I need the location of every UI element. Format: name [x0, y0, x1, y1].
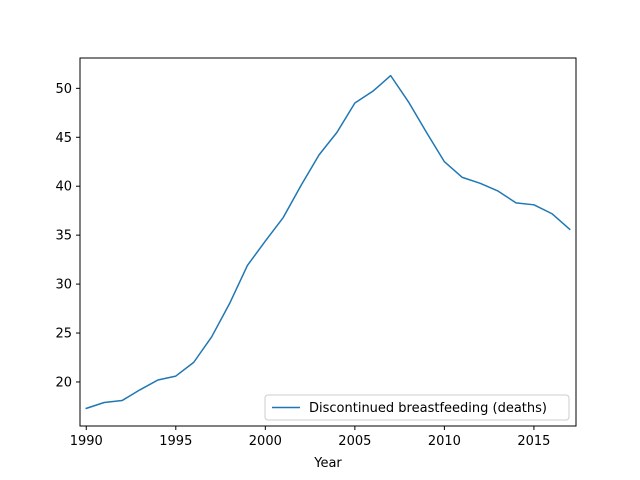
- series-line-0: [85, 74, 571, 410]
- y-tick-label: 50: [55, 82, 72, 97]
- legend-box: [264, 394, 570, 421]
- x-tick-label: 1990: [70, 434, 103, 449]
- x-axis: 1990 1995 2000 2005 2010 2015: [70, 426, 550, 449]
- y-tick-label: 35: [55, 229, 72, 244]
- x-axis-label: Year: [313, 456, 342, 471]
- y-tick-label: 40: [55, 180, 72, 195]
- legend: Discontinued breastfeeding (deaths): [264, 394, 570, 421]
- x-tick-label: 2010: [428, 434, 461, 449]
- y-tick-label: 25: [55, 327, 72, 342]
- plot-frame: [79, 57, 577, 427]
- plot-layer: [85, 74, 571, 410]
- y-tick-label: 30: [55, 278, 72, 293]
- y-tick-label: 45: [55, 131, 72, 146]
- x-tick-label: 1995: [159, 434, 192, 449]
- x-tick-label: 2005: [338, 434, 371, 449]
- y-tick-label: 20: [55, 375, 72, 390]
- legend-entry-label: Discontinued breastfeeding (deaths): [309, 401, 547, 416]
- y-axis: 20 25 30 35 40 45 50: [55, 82, 80, 390]
- x-tick-label: 2015: [517, 434, 550, 449]
- x-tick-label: 2000: [249, 434, 282, 449]
